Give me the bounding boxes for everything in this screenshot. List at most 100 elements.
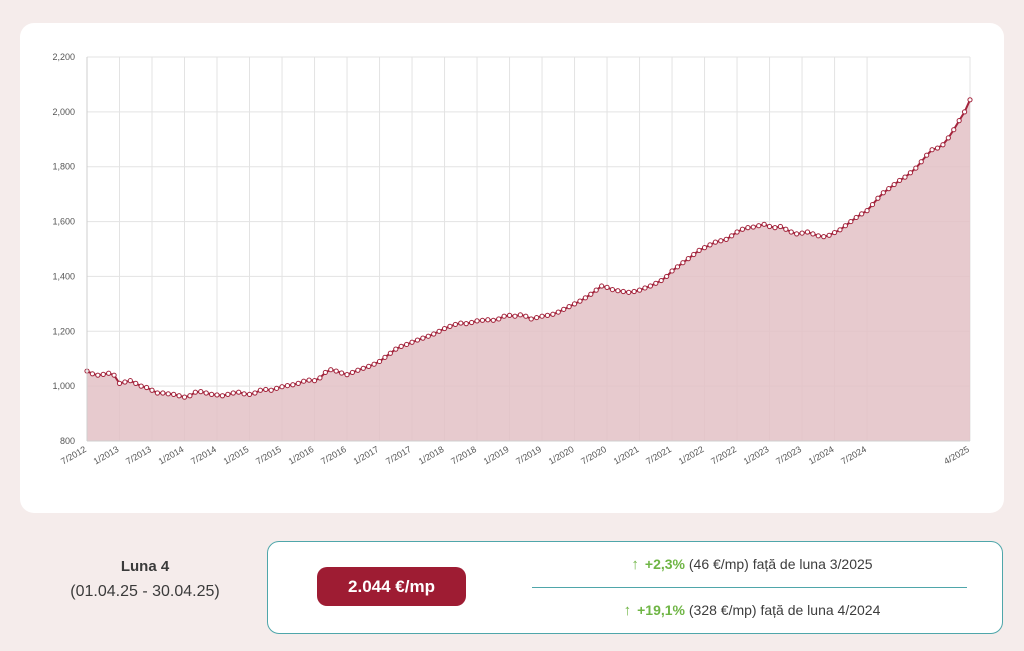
data-point[interactable] bbox=[506, 312, 513, 318]
data-point[interactable] bbox=[577, 298, 583, 304]
data-point[interactable] bbox=[441, 325, 448, 332]
data-point[interactable] bbox=[875, 195, 881, 201]
data-point[interactable] bbox=[501, 313, 507, 319]
data-point[interactable] bbox=[414, 337, 421, 343]
data-point[interactable] bbox=[523, 313, 529, 319]
data-point[interactable] bbox=[106, 370, 112, 376]
data-point[interactable] bbox=[311, 378, 318, 384]
data-point[interactable] bbox=[756, 223, 762, 229]
data-point[interactable] bbox=[924, 152, 930, 158]
data-point[interactable] bbox=[143, 384, 150, 391]
data-point[interactable] bbox=[772, 225, 778, 231]
data-point[interactable] bbox=[788, 229, 794, 235]
data-point[interactable] bbox=[409, 339, 415, 345]
data-point[interactable] bbox=[712, 239, 718, 245]
data-point[interactable] bbox=[815, 233, 821, 239]
data-point[interactable] bbox=[322, 369, 328, 376]
data-point[interactable] bbox=[171, 391, 177, 397]
data-point[interactable] bbox=[658, 277, 664, 284]
data-point[interactable] bbox=[474, 318, 480, 324]
data-point[interactable] bbox=[826, 232, 832, 238]
data-point[interactable] bbox=[588, 291, 594, 297]
data-point[interactable] bbox=[783, 226, 789, 232]
data-point[interactable] bbox=[869, 201, 876, 208]
data-point[interactable] bbox=[425, 333, 431, 339]
data-point[interactable] bbox=[593, 287, 599, 293]
data-point[interactable] bbox=[165, 391, 171, 397]
data-point[interactable] bbox=[127, 378, 133, 384]
data-point[interactable] bbox=[647, 283, 653, 289]
data-point[interactable] bbox=[89, 371, 96, 377]
data-point[interactable] bbox=[496, 316, 502, 322]
data-point[interactable] bbox=[794, 231, 800, 237]
data-point[interactable] bbox=[859, 211, 865, 217]
data-point[interactable] bbox=[674, 264, 681, 270]
data-point[interactable] bbox=[599, 283, 605, 289]
data-point[interactable] bbox=[328, 367, 334, 373]
data-point[interactable] bbox=[490, 317, 496, 323]
data-point[interactable] bbox=[961, 109, 968, 115]
data-point[interactable] bbox=[236, 389, 242, 395]
data-point[interactable] bbox=[761, 221, 767, 227]
data-point[interactable] bbox=[149, 387, 155, 393]
data-point[interactable] bbox=[209, 391, 215, 397]
data-point[interactable] bbox=[864, 208, 870, 214]
data-point[interactable] bbox=[680, 260, 686, 266]
data-point[interactable] bbox=[116, 380, 123, 386]
data-point[interactable] bbox=[929, 147, 935, 153]
data-point[interactable] bbox=[187, 393, 193, 399]
data-point[interactable] bbox=[528, 316, 534, 322]
data-point[interactable] bbox=[452, 321, 458, 328]
data-point[interactable] bbox=[837, 227, 843, 233]
data-point[interactable] bbox=[214, 392, 220, 398]
data-point[interactable] bbox=[436, 328, 442, 334]
data-point[interactable] bbox=[176, 393, 182, 399]
data-point[interactable] bbox=[290, 382, 296, 388]
data-point[interactable] bbox=[729, 233, 735, 239]
data-point[interactable] bbox=[371, 361, 377, 367]
data-point[interactable] bbox=[512, 313, 518, 319]
data-point[interactable] bbox=[609, 286, 616, 293]
data-point[interactable] bbox=[571, 301, 578, 307]
data-point[interactable] bbox=[636, 287, 643, 293]
data-point[interactable] bbox=[707, 242, 713, 248]
data-point[interactable] bbox=[111, 372, 117, 378]
data-point[interactable] bbox=[701, 245, 708, 251]
data-point[interactable] bbox=[198, 389, 204, 395]
data-point[interactable] bbox=[295, 380, 301, 386]
data-point[interactable] bbox=[734, 229, 740, 235]
data-point[interactable] bbox=[469, 319, 475, 326]
data-point[interactable] bbox=[366, 363, 372, 369]
data-point[interactable] bbox=[604, 284, 610, 290]
data-point[interactable] bbox=[615, 288, 621, 294]
data-point[interactable] bbox=[333, 368, 339, 374]
data-point[interactable] bbox=[225, 391, 231, 397]
data-point[interactable] bbox=[95, 372, 101, 378]
data-point[interactable] bbox=[431, 331, 437, 337]
data-point[interactable] bbox=[934, 145, 941, 151]
data-point[interactable] bbox=[230, 390, 236, 396]
data-point[interactable] bbox=[263, 386, 269, 393]
data-point[interactable] bbox=[799, 230, 805, 236]
data-point[interactable] bbox=[626, 289, 632, 295]
data-point[interactable] bbox=[804, 229, 811, 235]
data-point[interactable] bbox=[951, 127, 957, 133]
data-point[interactable] bbox=[122, 379, 128, 385]
data-point[interactable] bbox=[252, 390, 258, 396]
data-point[interactable] bbox=[967, 97, 973, 103]
data-point[interactable] bbox=[566, 304, 572, 310]
data-point[interactable] bbox=[284, 382, 291, 389]
data-point[interactable] bbox=[582, 295, 588, 301]
data-point[interactable] bbox=[160, 390, 166, 396]
data-point[interactable] bbox=[154, 390, 161, 396]
data-point[interactable] bbox=[664, 273, 670, 280]
data-point[interactable] bbox=[669, 268, 675, 274]
data-point[interactable] bbox=[718, 238, 724, 244]
data-point[interactable] bbox=[382, 354, 388, 360]
data-point[interactable] bbox=[393, 346, 399, 352]
data-point[interactable] bbox=[344, 372, 350, 378]
data-point[interactable] bbox=[821, 234, 827, 240]
data-point[interactable] bbox=[301, 378, 307, 384]
data-point[interactable] bbox=[766, 223, 773, 230]
data-point[interactable] bbox=[219, 393, 226, 399]
